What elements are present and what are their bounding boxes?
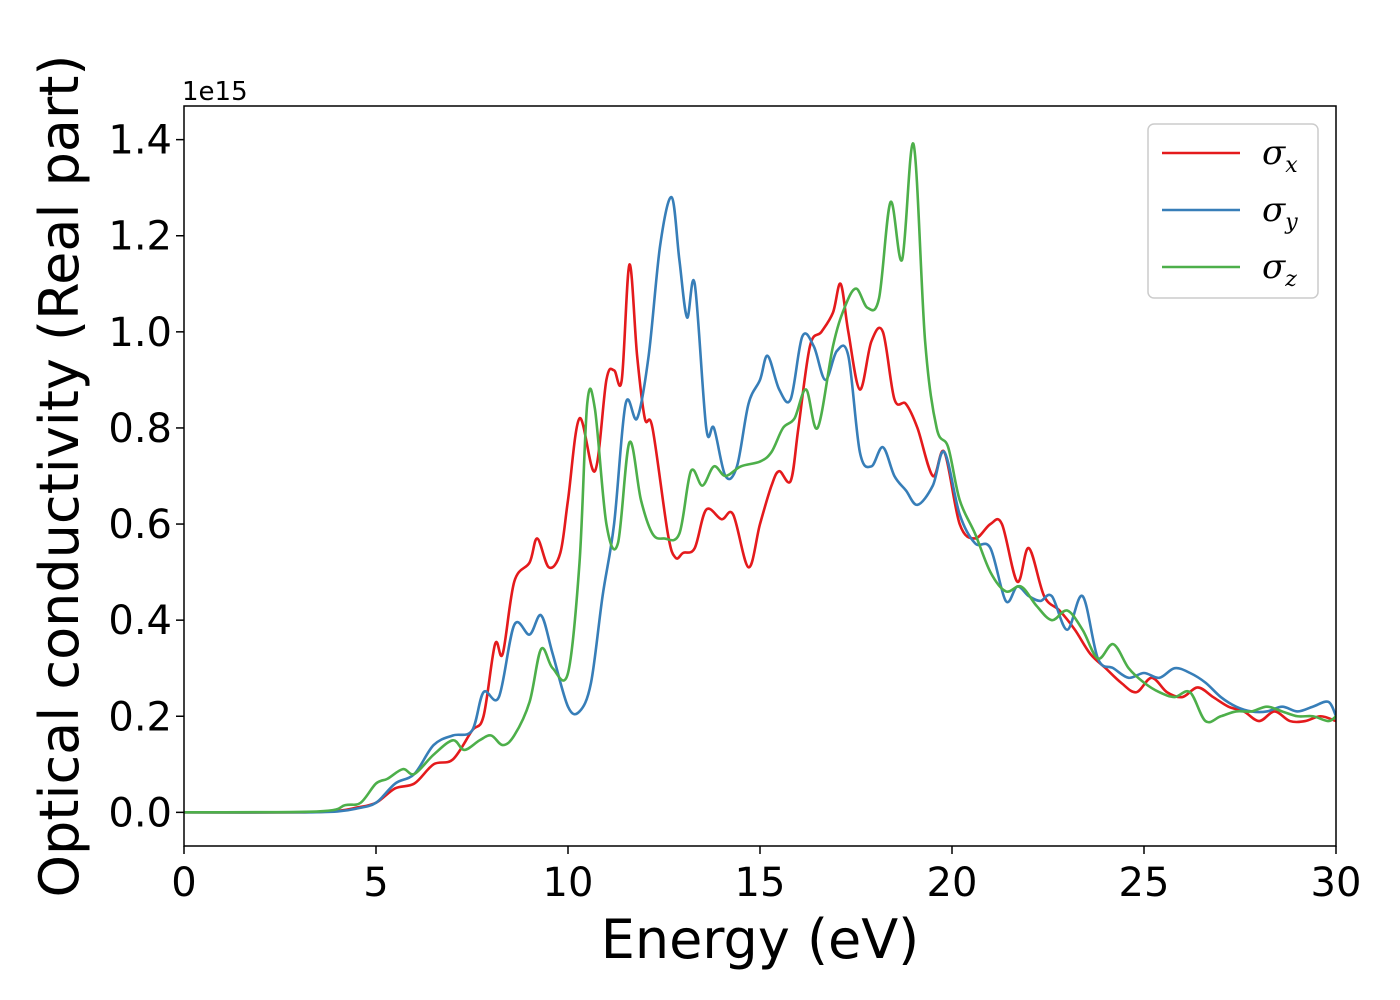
y-tick-label: 0.8 bbox=[108, 406, 172, 452]
y-tick-label: 0.2 bbox=[108, 694, 172, 740]
x-axis-title: Energy (eV) bbox=[601, 908, 920, 971]
legend-label-x: σx bbox=[1262, 133, 1298, 178]
x-tick-label: 10 bbox=[543, 860, 594, 906]
y-offset-label: 1e15 bbox=[182, 77, 248, 107]
ticks-layer: 0 5 10 15 20 25 30 0.0 0.2 0.4 0.6 0.8 1.0 1.2 1.4 bbox=[108, 118, 1361, 906]
series-line-x bbox=[184, 263, 1336, 814]
series-line-y bbox=[184, 195, 1336, 814]
y-tick-label: 0.6 bbox=[108, 502, 172, 548]
y-tick-label: 0.4 bbox=[108, 598, 172, 644]
x-tick-label: 20 bbox=[927, 860, 978, 906]
x-tick-label: 15 bbox=[735, 860, 786, 906]
x-tick-label: 30 bbox=[1311, 860, 1362, 906]
series-layer bbox=[184, 142, 1336, 814]
y-axis-title: Optical conductivity (Real part) bbox=[28, 55, 91, 898]
series-line-z bbox=[184, 142, 1336, 814]
x-tick-label: 5 bbox=[363, 860, 388, 906]
y-tick-label: 0.0 bbox=[108, 790, 172, 836]
x-tick-label: 0 bbox=[171, 860, 196, 906]
y-tick-label: 1.4 bbox=[108, 118, 172, 164]
x-tick-label: 25 bbox=[1119, 860, 1170, 906]
legend-label-y: σy bbox=[1262, 190, 1298, 235]
y-tick-label: 1.2 bbox=[108, 214, 172, 260]
y-tick-label: 1.0 bbox=[108, 310, 172, 356]
